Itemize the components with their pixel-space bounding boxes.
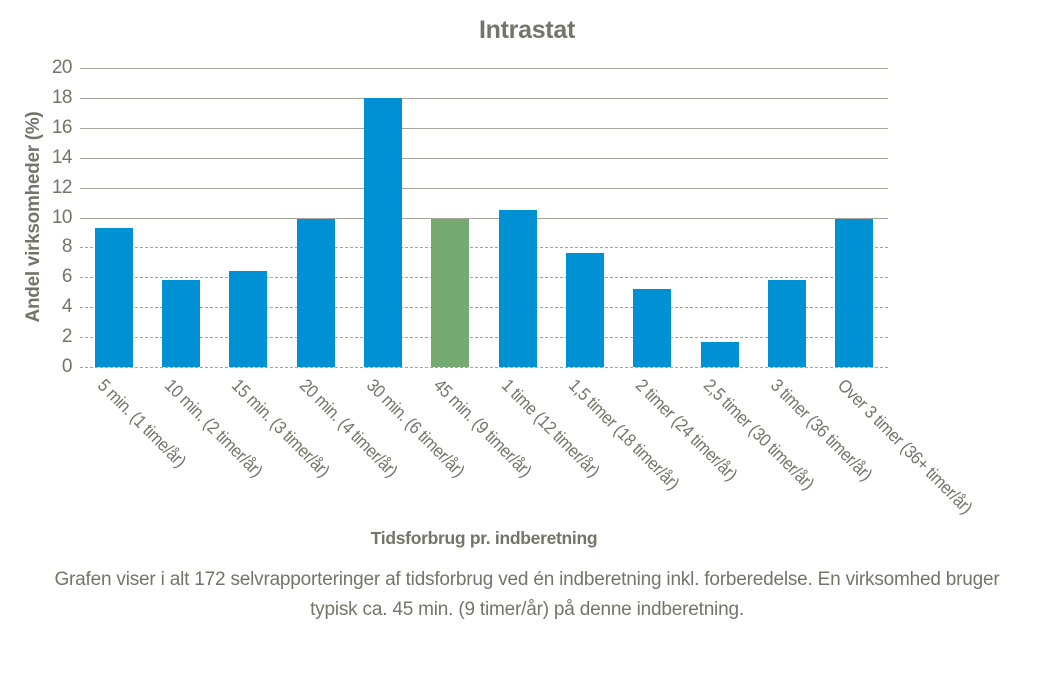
bar	[633, 289, 672, 367]
bar	[94, 227, 133, 367]
gridline-y-6	[80, 277, 888, 279]
y-tick-label-14: 14	[51, 146, 73, 168]
chart-caption: Grafen viser i alt 172 selvrapporteringe…	[54, 569, 1000, 621]
y-tick-label-16: 16	[51, 116, 73, 138]
bar	[229, 271, 268, 367]
y-tick-label-10: 10	[51, 206, 73, 228]
gridline-y-12	[80, 187, 888, 189]
y-tick-label-8: 8	[61, 236, 73, 258]
x-tick-label: Over 3 timer (36+ timer/år)	[834, 375, 977, 518]
bar	[768, 280, 806, 367]
gridline-y-18	[80, 97, 888, 99]
gridline-y-10	[80, 217, 888, 219]
y-tick-label-4: 4	[61, 296, 73, 318]
bar	[296, 218, 335, 367]
gridline-y-8	[80, 247, 888, 249]
gridline-y-20	[80, 68, 888, 69]
bar	[364, 97, 402, 367]
bar-highlighted	[431, 218, 470, 367]
gridline-y-14	[80, 157, 888, 159]
bar	[566, 253, 604, 367]
x-tick-label: 1,5 timer (18 timer/år)	[564, 375, 684, 494]
chart-title: Intrastat	[479, 16, 575, 44]
bar	[700, 341, 739, 367]
gridline-y-2	[80, 337, 888, 339]
gridline-y-4	[80, 307, 888, 309]
y-tick-label-18: 18	[51, 86, 73, 108]
bar	[498, 210, 537, 367]
y-tick-label-6: 6	[61, 266, 73, 288]
bar	[162, 280, 200, 367]
y-tick-label-12: 12	[51, 176, 73, 198]
gridline-y-0	[80, 367, 888, 368]
gridline-y-16	[80, 127, 888, 129]
y-tick-label-0: 0	[61, 356, 73, 377]
bar	[835, 218, 874, 367]
y-tick-label-2: 2	[61, 326, 73, 348]
x-axis-title: Tidsforbrug pr. indberetning	[370, 528, 598, 548]
plot-area: 0 2 4 6 8 10 12 14 16 18 20 5 min. (1 time/år) 10 mi…	[51, 57, 977, 518]
y-tick-label-20: 20	[51, 57, 73, 78]
